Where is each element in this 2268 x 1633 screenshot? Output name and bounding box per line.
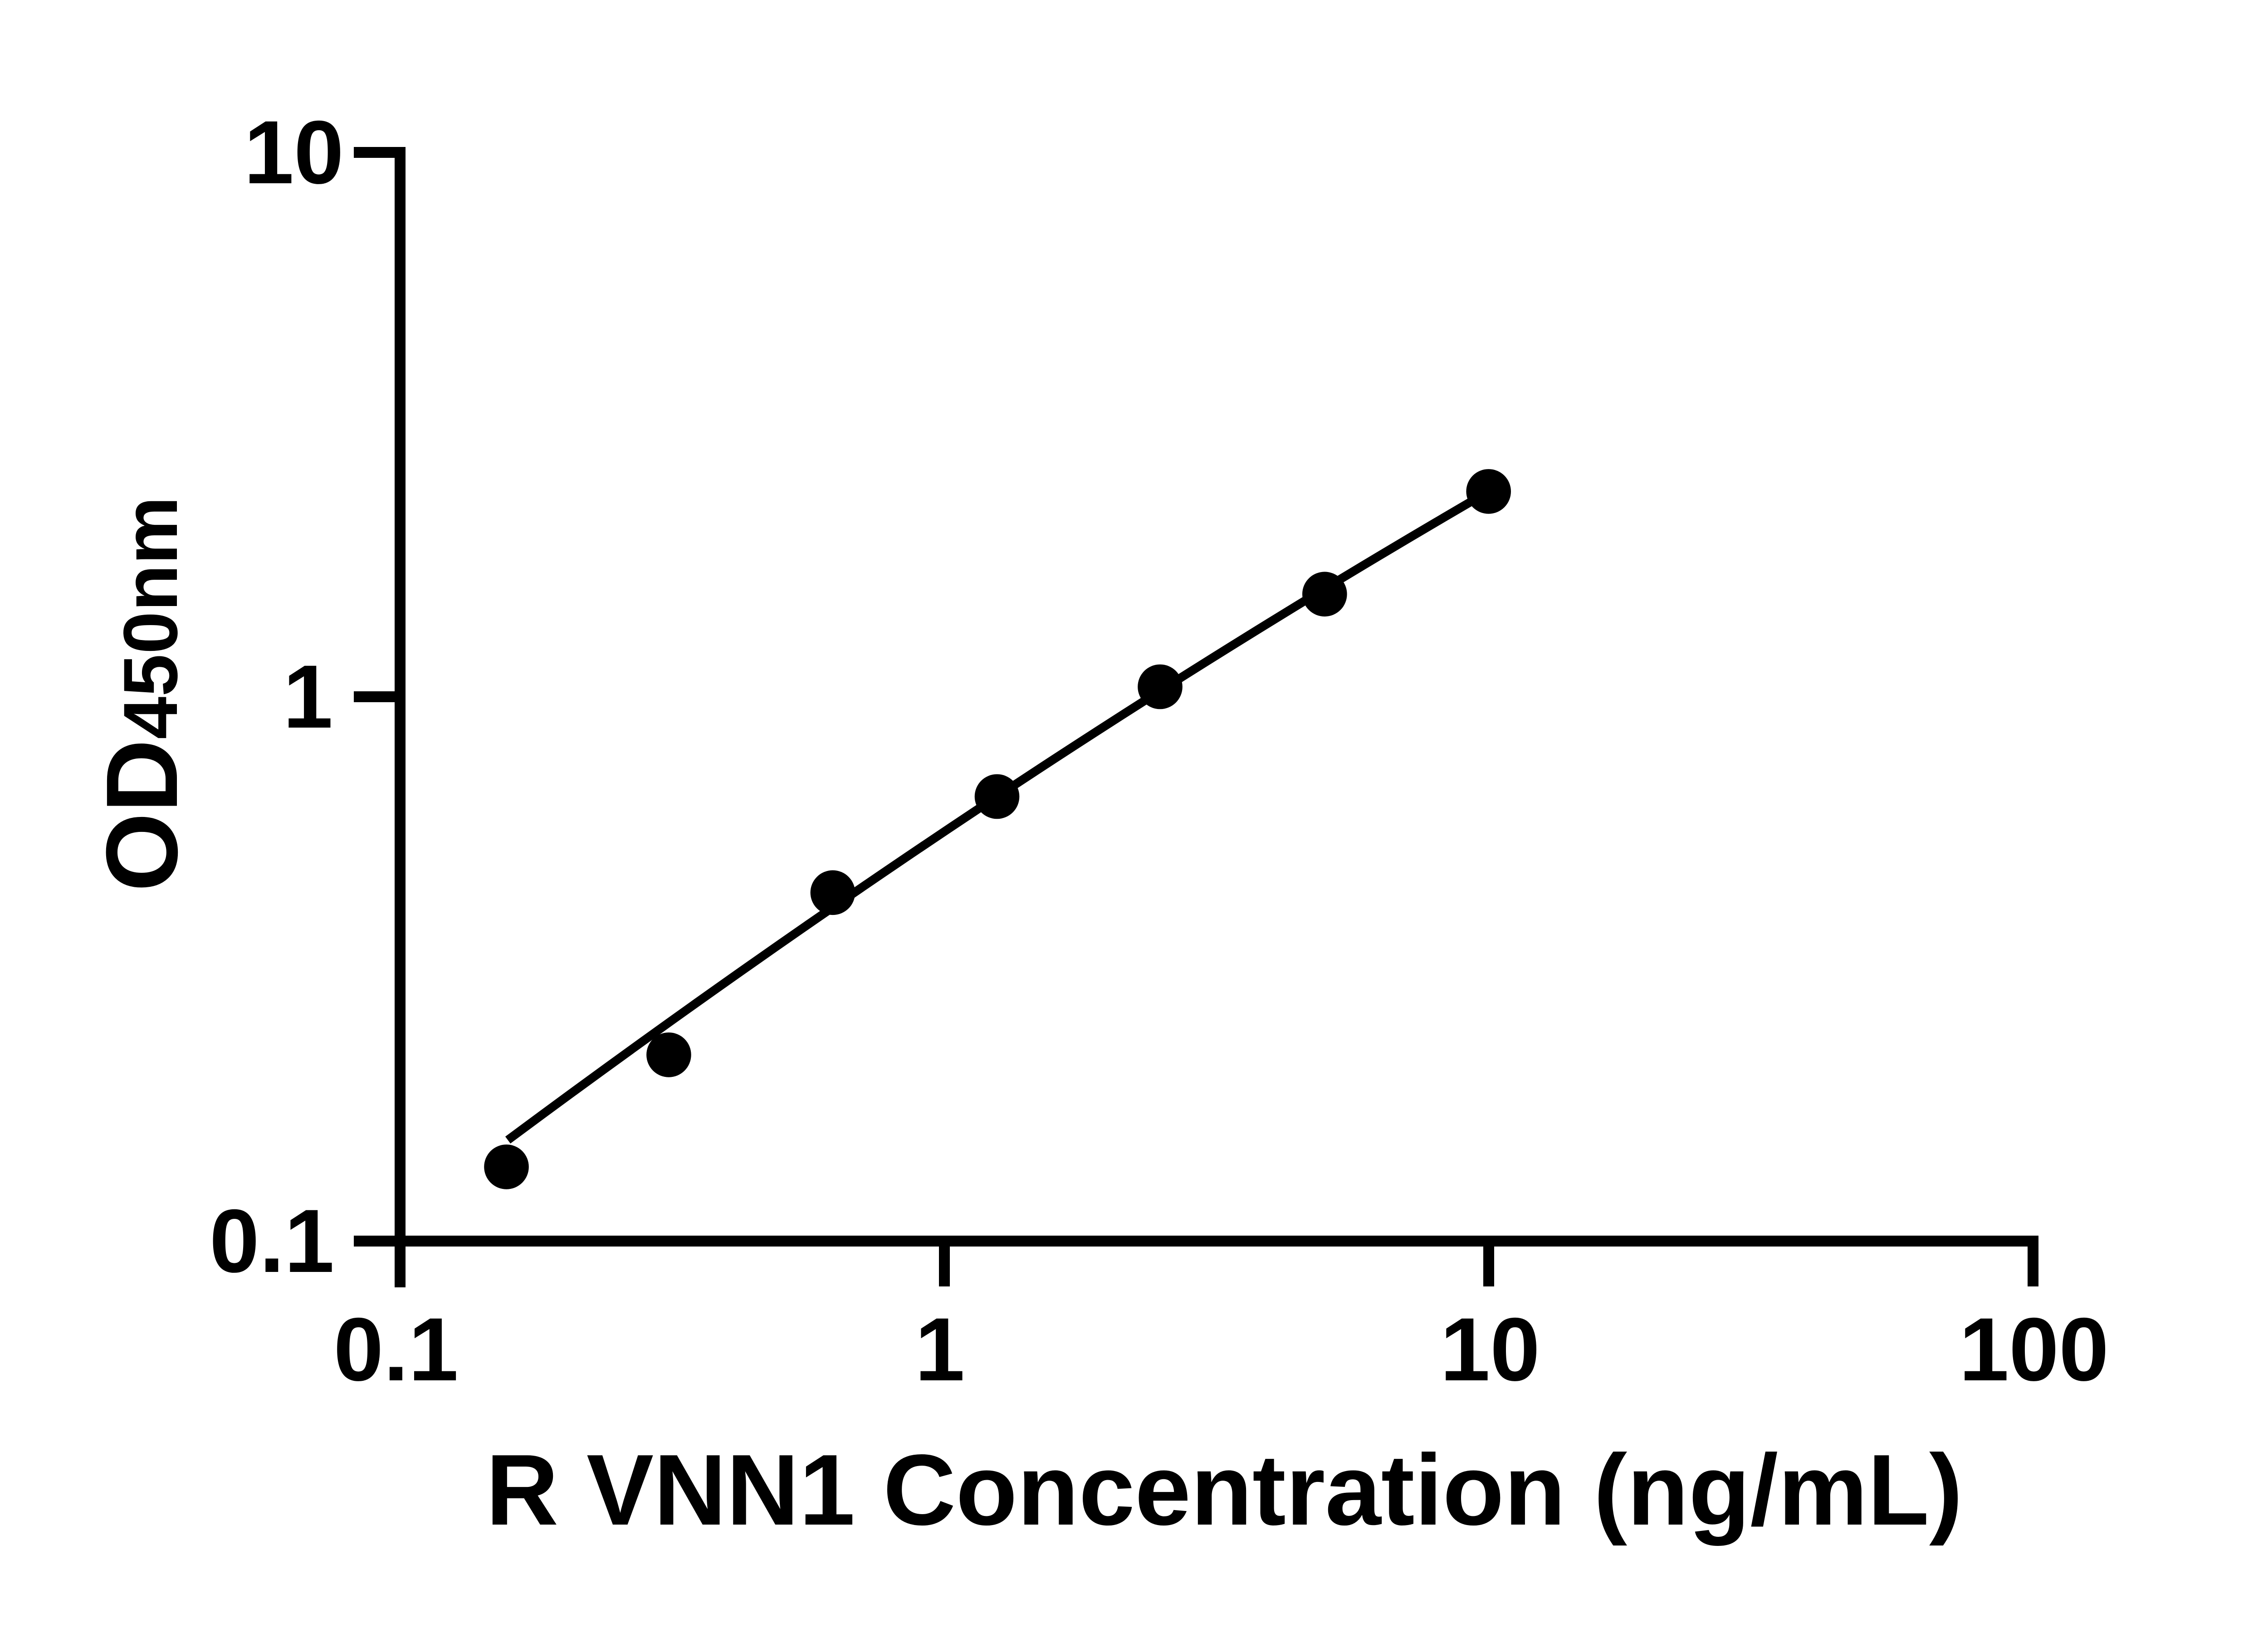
svg-text:10: 10 <box>1440 1299 1540 1399</box>
svg-text:1: 1 <box>915 1299 965 1399</box>
svg-text:0.1: 0.1 <box>210 1191 334 1291</box>
svg-text:10: 10 <box>244 102 344 202</box>
svg-text:R VNN1 Concentration (ng/mL): R VNN1 Concentration (ng/mL) <box>486 1434 1963 1546</box>
svg-text:100: 100 <box>1959 1299 2109 1399</box>
svg-text:1: 1 <box>283 646 333 747</box>
svg-text:0.1: 0.1 <box>333 1299 458 1399</box>
